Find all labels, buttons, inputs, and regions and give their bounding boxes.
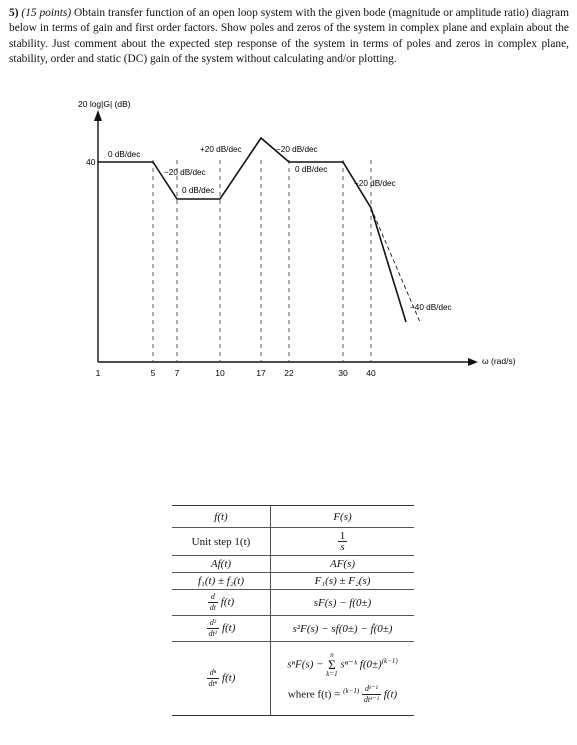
- x-tick-label: 5: [151, 368, 156, 378]
- x-axis-arrow: [468, 358, 478, 366]
- slope-label: −20 dB/dec: [276, 145, 318, 154]
- table-row: Af(t) AF(s): [172, 555, 414, 573]
- slope-label: −40 dB/dec: [410, 303, 452, 312]
- sum-lower-limit: k=1: [326, 669, 338, 678]
- table-row: f₁(t) ± f₂(t) F₁(s) ± F₂(s): [172, 572, 414, 590]
- x-tick-label: 30: [338, 368, 348, 378]
- formula-part: sⁿ⁻ᵏ f(0±): [340, 658, 382, 671]
- derivative-order: (k−1): [381, 656, 398, 665]
- fraction-numerator: dⁿ: [206, 668, 220, 679]
- bode-axes: 20 log|G| (dB) ω (rad/s): [78, 99, 516, 366]
- fraction-denominator: dt²: [208, 629, 218, 638]
- x-tick-labels: 1 5 7 10 17 22 30 40: [96, 368, 376, 378]
- formula-part: sⁿF(s) −: [287, 658, 327, 671]
- function-symbol: f(t): [383, 688, 398, 701]
- slope-label: −20 dB/dec: [354, 179, 396, 188]
- fraction-numerator: d: [207, 592, 219, 603]
- table-row: d² dt² f(t) s²F(s) − sf(0±) − ḟ(0±): [172, 615, 414, 642]
- y-axis-arrow: [94, 110, 102, 121]
- table-cell: dⁿ dtⁿ f(t): [172, 641, 271, 716]
- x-tick-label: 17: [256, 368, 266, 378]
- magnitude-curve: [98, 136, 421, 323]
- fraction-numerator: d²: [206, 618, 220, 629]
- table-cell: F₁(s) ± F₂(s): [270, 572, 414, 590]
- function-symbol: f(t): [220, 596, 235, 609]
- table-cell: Af(t): [172, 555, 271, 573]
- fraction-denominator: dtᵏ⁻¹: [363, 695, 379, 705]
- slope-label: 0 dB/dec: [182, 186, 214, 195]
- slope-labels: 0 dB/dec −20 dB/dec 0 dB/dec +20 dB/dec −20 …: [108, 145, 452, 312]
- table-cell: f₁(t) ± f₂(t): [172, 572, 271, 590]
- magnitude-line: [98, 136, 407, 323]
- sum-upper-limit: n: [330, 650, 334, 659]
- function-symbol: f(t): [221, 622, 236, 635]
- slope-label: 0 dB/dec: [295, 165, 327, 174]
- table-row: f(t) F(s): [172, 505, 414, 528]
- formula-part: where f(t) =: [287, 688, 344, 701]
- table-cell: AF(s): [270, 555, 414, 573]
- sum-symbol: Σ: [328, 656, 336, 672]
- y-tick-label: 40: [86, 157, 96, 167]
- y-tick-labels: 40: [86, 157, 96, 167]
- table-cell: Unit step 1(t): [172, 527, 271, 556]
- x-tick-label: 1: [96, 368, 101, 378]
- table-cell: sF(s) − f(0±): [270, 589, 414, 616]
- table-cell: d dt f(t): [172, 589, 271, 616]
- fraction-denominator: s: [340, 541, 345, 553]
- fraction-numerator: 1: [337, 530, 348, 542]
- x-tick-label: 40: [366, 368, 376, 378]
- table-cell: F(s): [270, 505, 414, 528]
- table-row: dⁿ dtⁿ f(t) sⁿF(s) − n Σ k=1 sⁿ⁻ᵏ f(0±)(k…: [172, 641, 414, 716]
- slope-label: −20 dB/dec: [164, 168, 206, 177]
- table-row: d dt f(t) sF(s) − f(0±): [172, 589, 414, 616]
- fraction-denominator: dt: [209, 603, 217, 612]
- slope-label: +20 dB/dec: [200, 145, 242, 154]
- table-cell: sⁿF(s) − n Σ k=1 sⁿ⁻ᵏ f(0±)(k−1) where f…: [270, 641, 414, 716]
- question-text: 5) (15 points) Obtain transfer function …: [9, 6, 569, 68]
- fraction-denominator: dtⁿ: [208, 679, 218, 688]
- slope-label: 0 dB/dec: [108, 150, 140, 159]
- table-cell: f(t): [172, 505, 271, 528]
- function-symbol: f(t): [222, 672, 236, 685]
- table-cell: s²F(s) − sf(0±) − ḟ(0±): [270, 615, 414, 642]
- derivative-order: (k−1): [343, 686, 360, 695]
- fraction-numerator: dᵏ⁻¹: [361, 684, 381, 696]
- frequency-guides: [152, 160, 372, 362]
- x-axis-label: ω (rad/s): [482, 356, 516, 366]
- question-number: 5): [9, 7, 19, 19]
- x-tick-label: 7: [175, 368, 180, 378]
- x-tick-label: 22: [284, 368, 294, 378]
- question-body: Obtain transfer function of an open loop…: [9, 7, 569, 66]
- question-points: (15 points): [21, 7, 72, 19]
- y-axis-label: 20 log|G| (dB): [78, 99, 131, 109]
- table-cell: d² dt² f(t): [172, 615, 271, 642]
- x-tick-label: 10: [215, 368, 225, 378]
